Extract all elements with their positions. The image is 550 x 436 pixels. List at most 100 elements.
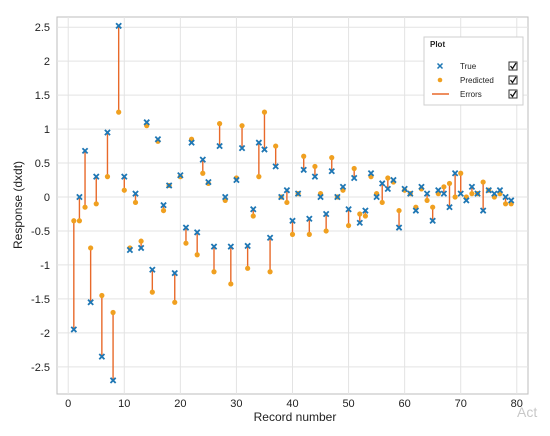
y-axis-label: Response (dxdt) xyxy=(11,161,25,249)
true-point xyxy=(255,139,263,146)
true-point-stroke xyxy=(205,178,212,186)
true-point xyxy=(334,193,341,201)
true-point-stroke xyxy=(491,190,498,197)
true-point xyxy=(109,377,117,384)
true-point-stroke xyxy=(171,269,178,277)
true-point xyxy=(311,173,319,180)
true-point xyxy=(278,193,285,201)
true-point-stroke xyxy=(165,182,173,189)
true-point xyxy=(227,243,235,250)
legend-label-predicted: Predicted xyxy=(460,76,494,85)
true-point-stroke xyxy=(446,203,453,211)
true-point-stroke xyxy=(485,186,492,194)
legend-checkbox-errors[interactable] xyxy=(508,89,518,99)
true-point-stroke xyxy=(70,326,78,333)
y-tick-label: 0 xyxy=(44,192,50,204)
true-point xyxy=(328,167,335,175)
predicted-point xyxy=(245,265,251,271)
legend-checkbox-true[interactable] xyxy=(508,61,518,71)
legend-checkbox-predicted[interactable] xyxy=(508,75,518,85)
true-point xyxy=(502,193,509,201)
true-point-stroke xyxy=(474,190,481,197)
predicted-point xyxy=(200,170,206,176)
true-point xyxy=(115,22,122,30)
true-point xyxy=(98,353,106,360)
x-tick-label: 40 xyxy=(286,398,298,410)
predicted-point xyxy=(76,218,83,224)
predicted-point xyxy=(289,231,296,237)
true-point xyxy=(468,183,476,191)
true-point xyxy=(81,147,89,155)
true-point-stroke xyxy=(81,147,89,155)
true-point xyxy=(435,186,442,194)
true-point xyxy=(412,207,420,214)
true-point-stroke xyxy=(244,242,251,250)
true-point xyxy=(261,146,268,153)
legend-title: Plot xyxy=(430,40,445,49)
true-point-stroke xyxy=(311,173,319,180)
y-tick-label: -1 xyxy=(40,260,50,272)
true-point-stroke xyxy=(390,176,397,184)
true-point-stroke xyxy=(87,299,94,306)
true-markers xyxy=(70,22,515,384)
true-point-stroke xyxy=(317,193,324,201)
true-point xyxy=(322,210,330,218)
true-point xyxy=(266,234,274,242)
true-point-stroke xyxy=(149,266,156,273)
x-tick-label: 60 xyxy=(399,398,411,410)
true-point xyxy=(160,201,167,209)
legend-item-predicted[interactable]: Predicted xyxy=(437,75,518,85)
x-tick-label: 10 xyxy=(118,398,130,410)
legend-item-errors[interactable]: Errors xyxy=(432,89,518,99)
true-point-stroke xyxy=(350,174,358,182)
predicted-point xyxy=(217,121,223,127)
true-point xyxy=(87,299,94,306)
predicted-point xyxy=(132,199,139,206)
predicted-point xyxy=(261,109,268,115)
predicted-point xyxy=(211,269,217,275)
true-point xyxy=(356,219,364,227)
predicted-point xyxy=(239,123,245,129)
true-point xyxy=(143,119,150,126)
true-point xyxy=(306,215,313,222)
grid-lines xyxy=(57,17,528,394)
true-point xyxy=(378,180,386,187)
true-point-stroke xyxy=(154,136,162,143)
predicted-point xyxy=(116,109,122,115)
true-point xyxy=(491,190,498,197)
predicted-point xyxy=(183,240,189,246)
true-point-stroke xyxy=(216,142,223,150)
true-point-stroke xyxy=(160,201,167,209)
true-point xyxy=(350,174,358,182)
true-point-stroke xyxy=(356,219,364,227)
true-point xyxy=(345,205,352,213)
legend-label-errors: Errors xyxy=(460,90,482,99)
true-point xyxy=(154,136,162,143)
true-point-stroke xyxy=(339,183,347,191)
y-tick-label: -2.5 xyxy=(31,362,50,374)
true-point-stroke xyxy=(227,243,235,250)
y-tick-label: -0.5 xyxy=(31,226,50,238)
predicted-point xyxy=(357,211,363,217)
legend-item-true[interactable]: True xyxy=(436,61,518,71)
predicted-point xyxy=(312,163,318,170)
true-point-stroke xyxy=(429,217,436,225)
true-point-stroke xyxy=(250,205,257,213)
legend-label-true: True xyxy=(460,62,477,71)
true-point xyxy=(496,186,504,194)
true-point-stroke xyxy=(401,185,408,193)
true-point-stroke xyxy=(121,173,128,180)
true-point xyxy=(474,190,481,197)
true-point-stroke xyxy=(367,169,375,177)
predicted-point xyxy=(250,213,256,219)
true-point-stroke xyxy=(395,224,403,231)
true-point-stroke xyxy=(137,244,145,252)
predicted-point xyxy=(121,187,127,193)
predicted-point xyxy=(160,207,167,214)
predicted-point xyxy=(284,199,290,206)
y-tick-label: 0.5 xyxy=(35,158,50,170)
predicted-point xyxy=(329,155,335,161)
true-point xyxy=(418,183,425,191)
predicted-point xyxy=(82,204,88,210)
predicted-point xyxy=(267,269,273,275)
